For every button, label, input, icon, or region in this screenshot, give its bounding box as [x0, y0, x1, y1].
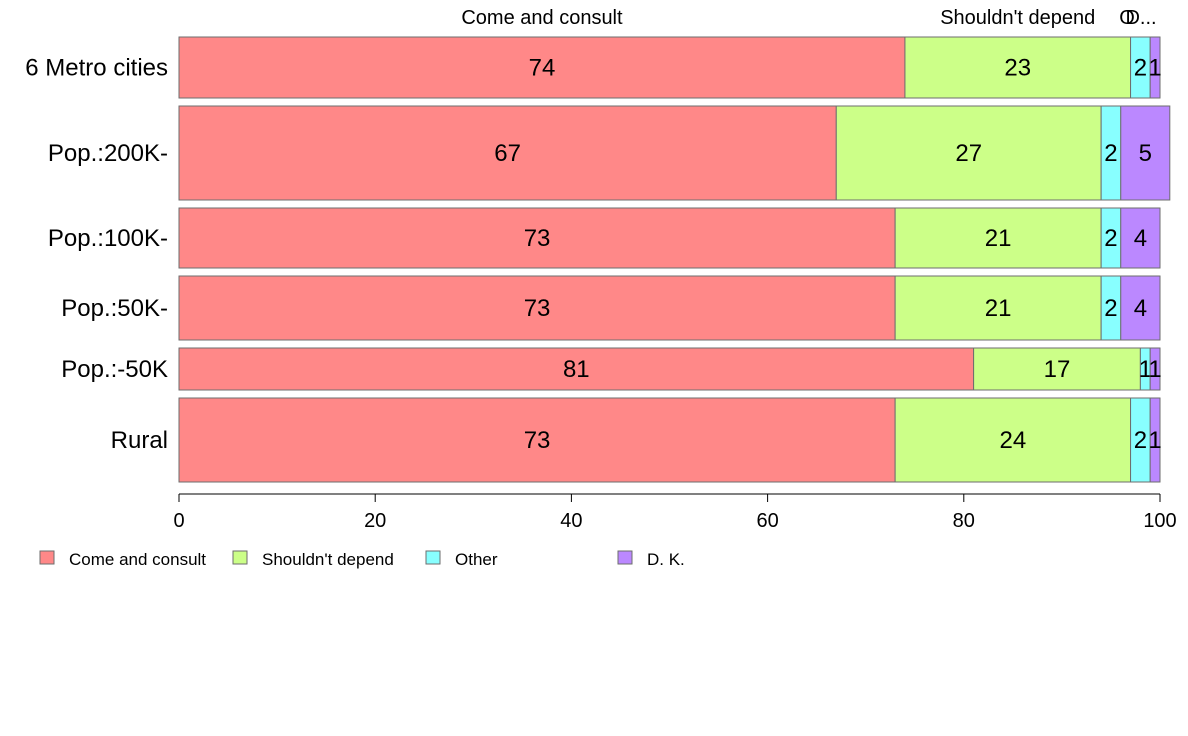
data-label: 23	[1004, 55, 1031, 82]
data-label: 74	[529, 55, 556, 82]
data-label: 5	[1139, 140, 1152, 167]
data-label: 2	[1134, 55, 1147, 82]
top-series-label: Shouldn't depend	[940, 7, 1095, 29]
data-label: 27	[955, 140, 982, 167]
x-tick-label: 60	[756, 510, 778, 532]
category-label: Pop.:100K-	[48, 225, 168, 252]
bar-segment	[1120, 207, 1161, 269]
legend-label: Other	[455, 550, 498, 569]
legend-swatch	[425, 550, 441, 565]
data-label: 1	[1148, 427, 1161, 454]
data-label: 24	[999, 427, 1026, 454]
top-series-label: D...	[1125, 7, 1156, 29]
legend: Come and consult Shouldn't depend Other D. …	[39, 550, 685, 569]
category-label: Rural	[111, 427, 168, 454]
data-label: 2	[1104, 225, 1117, 252]
x-tick-label: 80	[953, 510, 975, 532]
bar-segment	[894, 275, 1102, 341]
data-label: 2	[1104, 295, 1117, 322]
category-label: 6 Metro cities	[25, 55, 168, 82]
data-label: 1	[1148, 356, 1161, 383]
data-label: 73	[524, 427, 551, 454]
bar-segment	[904, 36, 1132, 99]
top-series-label: O	[1119, 7, 1135, 29]
x-tick-label: 100	[1143, 510, 1176, 532]
category-label: Pop.:-50K	[61, 356, 168, 383]
data-label: 21	[985, 225, 1012, 252]
bar-segment	[178, 347, 975, 391]
bar-segment	[178, 397, 896, 483]
x-tick-label: 40	[560, 510, 582, 532]
bar-segment	[1120, 275, 1161, 341]
bar-segment	[178, 105, 837, 201]
x-tick-label: 20	[364, 510, 386, 532]
data-label: 1	[1139, 356, 1152, 383]
category-label: Pop.:50K-	[61, 295, 168, 322]
data-label: 1	[1148, 55, 1161, 82]
legend-label: D. K.	[647, 550, 685, 569]
legend-swatch	[232, 550, 248, 565]
bar-segment	[178, 207, 896, 269]
top-category-labels: Come and consult Shouldn't depend OD...	[461, 7, 1156, 29]
data-label: 17	[1044, 356, 1071, 383]
legend-label: Come and consult	[69, 550, 206, 569]
category-label: Pop.:200K-	[48, 140, 168, 167]
bar-segment	[973, 347, 1141, 391]
x-axis: 0 20 40 60 80 100	[173, 493, 1177, 532]
data-label: 4	[1134, 295, 1147, 322]
data-label: 73	[524, 295, 551, 322]
top-series-label: Come and consult	[461, 7, 623, 29]
bar-segment	[1120, 105, 1171, 201]
data-label: 4	[1134, 225, 1147, 252]
data-label: 2	[1134, 427, 1147, 454]
bar-segment	[1149, 397, 1161, 483]
legend-swatch	[617, 550, 633, 565]
row-labels: 6 Metro cities Pop.:200K- Pop.:100K- Pop.:5…	[25, 55, 168, 455]
data-label: 81	[563, 356, 590, 383]
legend-swatch	[39, 550, 55, 565]
bar-segment	[1149, 36, 1161, 99]
legend-label: Shouldn't depend	[262, 550, 394, 569]
data-label: 2	[1104, 140, 1117, 167]
data-label: 67	[494, 140, 521, 167]
data-label: 21	[985, 295, 1012, 322]
bar-segment	[894, 397, 1132, 483]
data-label: 73	[524, 225, 551, 252]
x-tick-label: 0	[173, 510, 184, 532]
bar-segment	[1149, 347, 1161, 391]
